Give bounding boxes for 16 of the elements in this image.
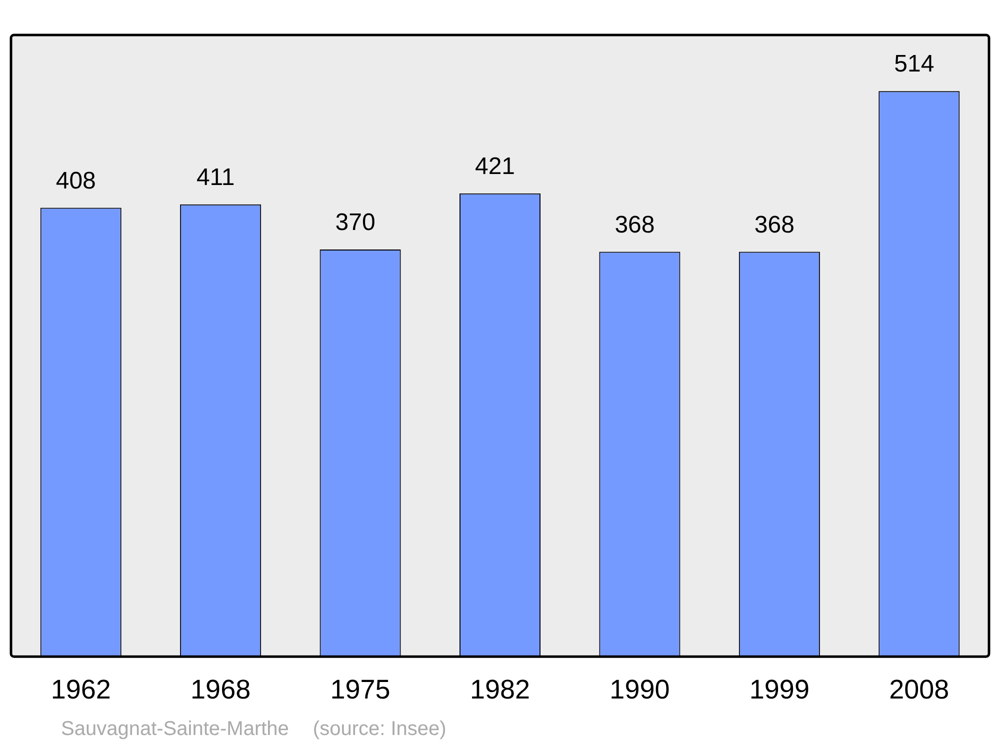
x-tick-label: 1962 [50,674,111,704]
x-tick-label: 1968 [190,674,251,704]
text: (source: Insee) [312,718,446,740]
data-label: 514 [894,50,934,78]
x-tick-label: 1982 [470,674,530,704]
data-label: 370 [335,209,376,236]
x-tick-label: 1999 [749,674,810,704]
x-tick-label: 2008 [889,674,950,704]
data-label: 368 [614,211,655,238]
data-label: 408 [56,167,96,194]
data-label: 411 [196,164,235,192]
text: Sauvagnat-Sainte-Marthe [61,718,289,740]
data-label: 368 [754,211,794,238]
x-tick-label: 1975 [330,674,390,704]
data-label: 421 [474,153,516,180]
x-tick-label: 1990 [610,674,670,704]
